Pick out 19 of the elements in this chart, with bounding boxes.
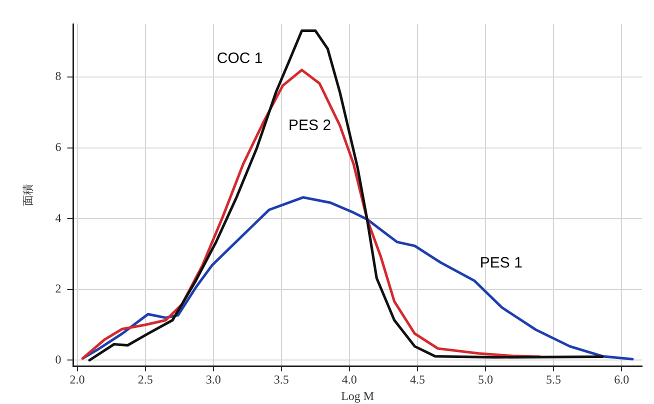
x-tick-label: 4.5 — [410, 372, 425, 387]
series-label: PES 1 — [480, 254, 522, 272]
y-axis-title: 面積 — [21, 184, 34, 206]
x-tick-label: 5.0 — [478, 372, 494, 387]
x-tick-label: 2.0 — [70, 372, 85, 387]
y-tick-label: 2 — [55, 282, 62, 296]
y-tick-label: 8 — [55, 69, 62, 84]
y-tick-label: 0 — [55, 352, 62, 366]
y-tick-label: 6 — [55, 140, 62, 154]
x-tick-label: 3.0 — [206, 372, 221, 387]
x-tick-label: 4.0 — [342, 372, 357, 387]
x-tick-label: 5.5 — [546, 372, 562, 387]
x-tick-label: 2.5 — [138, 372, 153, 387]
series-label: COC 1 — [216, 50, 263, 67]
x-tick-label: 6.0 — [614, 372, 630, 387]
x-tick-label: 3.5 — [274, 372, 289, 387]
series-label: PES 2 — [288, 117, 332, 134]
y-tick-label: 4 — [55, 210, 62, 225]
x-axis-title: Log M — [341, 388, 374, 403]
